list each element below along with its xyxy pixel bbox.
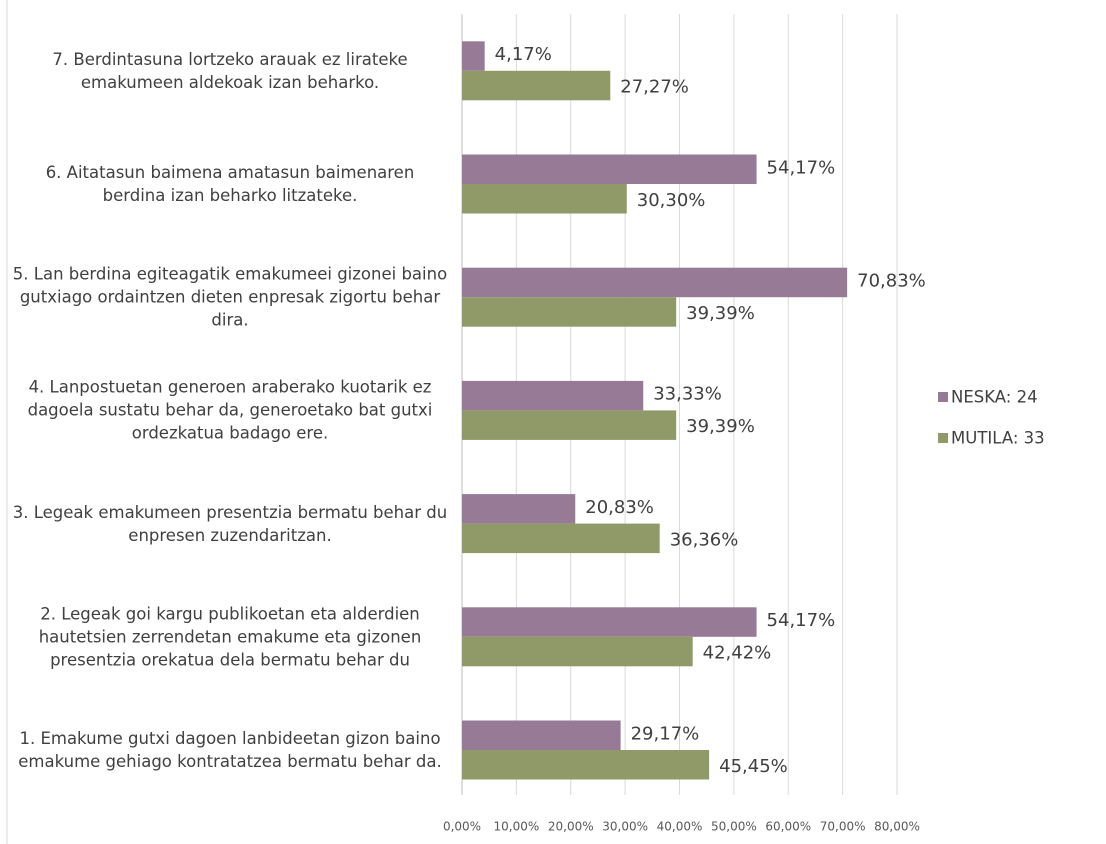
bar bbox=[462, 184, 627, 214]
bar bbox=[462, 267, 848, 298]
category-label: 2. Legeak goi kargu publikoetan eta alde… bbox=[38, 604, 422, 670]
bar bbox=[462, 720, 621, 750]
data-label: 33,33% bbox=[653, 384, 722, 405]
category-label: 6. Aitatasun baimena amatasun baimenaren… bbox=[45, 163, 415, 205]
x-tick-label: 60,00% bbox=[765, 820, 811, 834]
bar bbox=[462, 154, 757, 184]
bar bbox=[462, 750, 710, 780]
x-tick-label: 50,00% bbox=[711, 820, 757, 834]
x-tick-label: 30,00% bbox=[602, 820, 648, 834]
legend-label: NESKA: 24 bbox=[951, 388, 1038, 407]
data-label: 29,17% bbox=[631, 723, 700, 744]
data-label: 39,39% bbox=[686, 303, 755, 324]
x-tick-label: 40,00% bbox=[657, 820, 703, 834]
category-label: 5. Lan berdina egiteagatik emakumeei giz… bbox=[12, 264, 448, 330]
bar bbox=[462, 297, 677, 327]
legend-swatch bbox=[938, 433, 948, 443]
category-label: 1. Emakume gutxi dagoen lanbideetan gizo… bbox=[18, 729, 442, 771]
data-label: 54,17% bbox=[767, 610, 836, 631]
bar bbox=[462, 70, 611, 101]
bar bbox=[462, 636, 693, 667]
bar bbox=[462, 410, 677, 440]
data-label: 45,45% bbox=[719, 756, 788, 777]
data-label: 20,83% bbox=[585, 497, 654, 518]
x-tick-label: 70,00% bbox=[820, 820, 866, 834]
data-label: 39,39% bbox=[686, 416, 755, 437]
x-tick-label: 80,00% bbox=[874, 820, 920, 834]
data-label: 42,42% bbox=[703, 643, 772, 664]
data-label: 70,83% bbox=[857, 270, 926, 291]
category-label: 7. Berdintasuna lortzeko arauak ez lirat… bbox=[52, 49, 408, 92]
bar bbox=[462, 607, 757, 637]
legend-label: MUTILA: 33 bbox=[951, 429, 1045, 448]
bar bbox=[462, 523, 660, 554]
data-label: 27,27% bbox=[620, 77, 689, 98]
bar bbox=[462, 380, 644, 411]
x-tick-label: 10,00% bbox=[493, 820, 539, 834]
bar bbox=[462, 494, 576, 524]
data-label: 30,30% bbox=[637, 190, 706, 211]
legend-swatch bbox=[938, 392, 948, 402]
bar bbox=[462, 41, 485, 71]
category-label: 4. Lanpostuetan generoen araberako kuota… bbox=[27, 377, 433, 443]
data-label: 54,17% bbox=[767, 157, 836, 178]
data-label: 36,36% bbox=[670, 529, 739, 550]
x-tick-label: 0,00% bbox=[443, 820, 481, 834]
x-tick-label: 20,00% bbox=[548, 820, 594, 834]
category-label: 3. Legeak emakumeen presentzia bermatu b… bbox=[12, 502, 448, 545]
data-label: 4,17% bbox=[495, 44, 552, 65]
